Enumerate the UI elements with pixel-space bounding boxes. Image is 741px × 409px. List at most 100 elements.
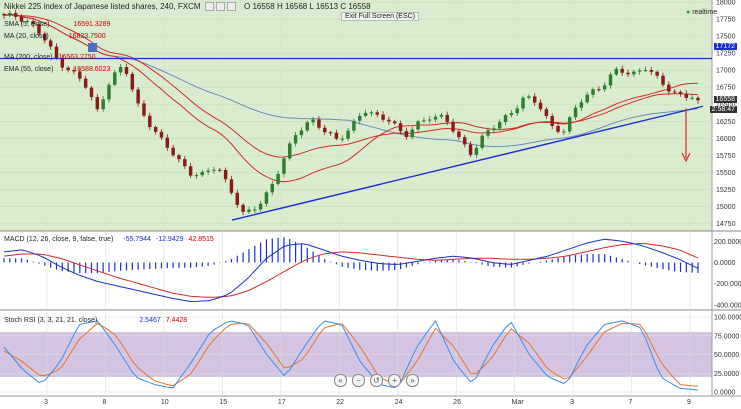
chart-title-bar: Nikkei 225 index of Japanese listed shar… (4, 2, 371, 12)
candle-body (567, 117, 572, 132)
candle-body (416, 121, 420, 130)
candle-body (404, 131, 409, 138)
time-axis (0, 396, 741, 409)
candle-body (328, 132, 333, 134)
ema-55-value: 16588.6023 (73, 66, 111, 73)
candle-body (136, 89, 140, 104)
candle-body (468, 144, 473, 155)
candle-body (690, 97, 694, 99)
candle-body (340, 138, 344, 140)
stoch-d-line (3, 322, 699, 387)
candle-body (253, 209, 257, 211)
zoom-out-icon[interactable]: − (352, 374, 365, 387)
ma-200-value: 16563.2750 (58, 54, 96, 61)
stoch-rsi-legend: Stoch RSI (3, 3, 21, 21, close) 2.5467 7… (4, 317, 187, 324)
high-value: 16568 (284, 2, 308, 11)
candle-body (637, 70, 642, 72)
candle-body (393, 121, 397, 124)
candle-body (614, 68, 619, 75)
realtime-dot-icon: ● (686, 9, 691, 16)
candle-body (89, 87, 94, 98)
candle-body (288, 143, 292, 159)
candle-body (655, 71, 659, 76)
candle-body (37, 24, 41, 34)
candle-body (503, 115, 508, 123)
candle-body (43, 33, 47, 41)
candle-body (247, 209, 251, 212)
time-tick-label: 3 (570, 399, 574, 406)
candle-body (573, 107, 578, 118)
candle-body (83, 78, 88, 88)
candle-body (212, 169, 216, 171)
price-tick-label: 15750 (716, 153, 736, 160)
candle-body (696, 97, 700, 101)
candle-body (480, 135, 484, 148)
instrument-title: Nikkei 225 index of Japanese listed shar… (4, 2, 201, 11)
candle-body (369, 112, 374, 114)
candle-body (218, 169, 222, 171)
candle-body (25, 21, 30, 23)
visibility-icon[interactable] (215, 2, 225, 12)
ma-200-legend: MA (200, close) 16563.2750 (4, 54, 96, 61)
time-tick-label: 17 (278, 399, 286, 406)
candle-body (159, 131, 164, 138)
candle-body (387, 119, 391, 122)
rsi-tick-label: 50.0000 (714, 352, 739, 359)
candle-body (532, 96, 537, 103)
stoch-rsi-label: Stoch RSI (3, 3, 21, 21, close) (4, 317, 98, 324)
candle-body (585, 94, 589, 103)
settings-icon[interactable] (204, 2, 214, 12)
scroll-left-icon[interactable]: « (334, 374, 347, 387)
candle-body (509, 113, 514, 116)
candle-body (457, 131, 461, 138)
candle-body (352, 120, 356, 131)
candle-body (451, 121, 455, 132)
macd-tick-label: 0.0000 (714, 260, 736, 267)
candle-body (113, 72, 117, 85)
high-label: H (276, 2, 283, 11)
stoch-k-line (3, 320, 699, 391)
candle-body (171, 147, 175, 156)
zoom-in-icon[interactable]: + (388, 374, 401, 387)
candle-body (579, 102, 584, 108)
ema-55-label: EMA (55, close) (4, 66, 54, 73)
ma-settings-icon[interactable] (88, 43, 97, 52)
reset-icon[interactable]: ↺ (370, 374, 383, 387)
rsi-tick-label: 100.0000 (714, 315, 741, 322)
ma-200-label: MA (200, close) (4, 54, 53, 61)
candle-body (486, 130, 490, 136)
candle-body (188, 166, 193, 176)
countdown-tag: 2:58:47 (709, 106, 737, 113)
scroll-right-icon[interactable]: » (406, 374, 419, 387)
candle-body (363, 112, 368, 116)
candle-body (474, 147, 479, 155)
close-icon[interactable] (226, 2, 236, 12)
rsi-tick-label: 0.0000 (714, 390, 736, 397)
candle-body (591, 89, 595, 95)
candle-body (661, 75, 665, 85)
candle-body (107, 84, 111, 100)
price-tick-label: 15000 (716, 204, 736, 211)
candle-body (597, 89, 601, 91)
candle-body (95, 97, 100, 110)
exit-full-screen-button[interactable]: Exit Full Screen (ESC) (341, 12, 420, 21)
open-value: 16558 (252, 2, 275, 11)
ema-55-legend: EMA (55, close) 16588.6023 (4, 66, 110, 73)
ohlc-readout: O 16558 H 16568 L 16513 C 16558 (244, 2, 371, 11)
candle-body (276, 173, 280, 184)
time-tick-label: Mar (512, 399, 525, 406)
candle-body (410, 129, 414, 138)
macd-tick-label: -400.0000 (714, 302, 741, 309)
last-price-tag: 16558 (713, 96, 737, 103)
candle-body (72, 70, 76, 72)
candle-body (433, 116, 438, 120)
candle-body (527, 96, 531, 98)
price-tick-label: 16750 (716, 85, 736, 92)
candle-body (643, 70, 648, 72)
candle-body (282, 158, 286, 174)
time-tick-label: 8 (102, 399, 106, 406)
candle-body (206, 170, 210, 172)
ma-20-legend: MA (20, close) 16823.7500 (4, 33, 106, 40)
time-tick-label: 24 (395, 399, 403, 406)
